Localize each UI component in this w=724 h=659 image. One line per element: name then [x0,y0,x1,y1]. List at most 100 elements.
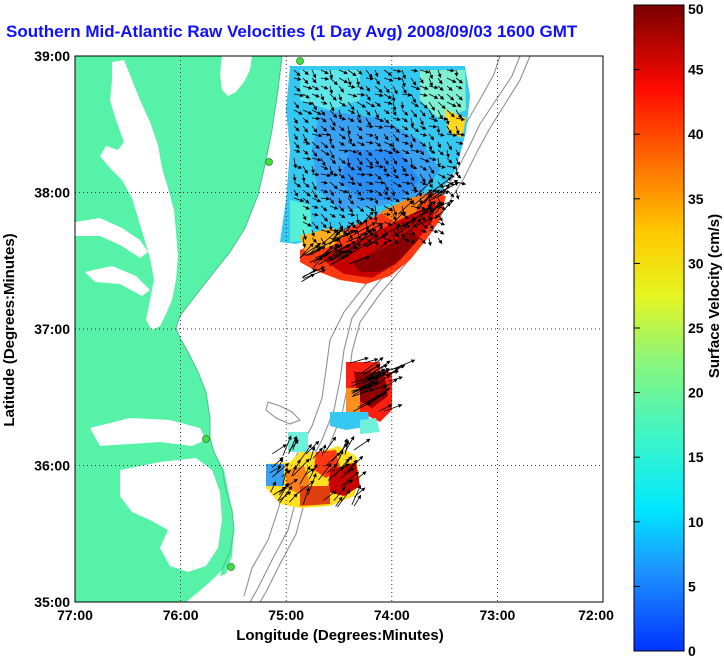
velocity-arrow [383,101,393,105]
velocity-arrow [338,77,349,84]
velocity-arrow [320,132,331,137]
velocity-arrow [410,101,419,108]
y-tick-label: 39:00 [34,48,70,64]
velocity-arrow [329,165,334,176]
velocity-arrow [437,229,445,235]
velocity-arrow [302,213,307,221]
velocity-arrow [347,181,357,186]
velocity-arrow [293,69,301,77]
velocity-arrow [355,213,360,225]
velocity-arrow [329,69,334,80]
velocity-arrow [437,77,443,85]
velocity-arrow [385,226,400,234]
velocity-arrow [365,189,374,193]
velocity-arrow [302,237,307,249]
velocity-arrow [292,437,298,451]
velocity-arrow [419,117,424,126]
velocity-arrow [365,157,374,166]
velocity-arrow [392,133,400,142]
velocity-arrow [416,215,440,227]
velocity-arrow [374,77,380,85]
velocity-arrow [305,468,315,476]
velocity-arrow [338,149,349,153]
velocity-arrow [353,494,362,507]
velocity-arrow [419,229,428,234]
velocity-arrow [281,470,291,477]
velocity-arrow [320,157,326,167]
velocity-arrow [392,229,400,238]
velocity-arrow [320,229,332,234]
velocity-arrow [365,101,376,108]
velocity-arrow [374,117,385,122]
velocity-arrow [347,255,371,265]
velocity-arrow [354,232,374,246]
velocity-arrow [400,101,405,110]
velocity-arrow [373,213,378,222]
velocity-arrow [356,149,362,156]
x-tick-label: 73:00 [479,607,515,623]
velocity-arrow [374,237,379,247]
station-marker [227,563,235,571]
velocity-arrow [410,125,420,133]
velocity-arrow [356,220,364,225]
velocity-arrow [333,458,350,477]
velocity-arrow [363,357,379,364]
velocity-arrow [329,149,335,160]
velocity-arrow [311,237,317,243]
velocity-arrow [320,149,330,156]
velocity-arrow [356,181,363,187]
velocity-arrow [293,76,302,81]
velocity-arrow [419,132,428,137]
velocity-arrow [307,473,317,496]
velocity-arrow [329,85,334,95]
velocity-arrow [299,443,312,462]
velocity-arrow [428,221,434,230]
velocity-arrow [392,197,400,203]
velocity-arrow [401,157,409,162]
velocity-arrow [292,458,310,477]
velocity-arrow [347,77,352,86]
velocity-arrow [358,380,374,389]
velocity-arrow [311,69,317,79]
velocity-arrow [329,93,337,101]
velocity-arrow [455,101,462,108]
velocity-arrow [432,188,447,199]
velocity-arrow [428,101,435,111]
velocity-arrow [338,109,343,119]
velocity-arrow [329,157,337,165]
rappahannock-river [85,266,150,296]
velocity-arrow [428,141,433,151]
velocity-arrow [419,173,426,183]
velocity-arrow [455,149,460,157]
velocity-arrow [347,117,355,122]
velocity-arrow [401,133,409,138]
velocity-arrow [419,125,427,130]
velocity-arrow [365,164,375,169]
velocity-arrow [276,457,284,474]
velocity-arrow [302,197,310,204]
velocity-arrow [329,205,339,210]
velocity-arrow [401,229,405,239]
velocity-arrow [311,85,320,91]
velocity-arrow [344,439,350,455]
velocity-arrow [437,69,442,79]
velocity-arrow [343,459,358,475]
velocity-arrow [311,149,318,157]
velocity-arrow [318,256,333,265]
velocity-arrow [436,157,441,168]
velocity-arrow [356,109,361,119]
velocity-arrow [301,242,314,256]
velocity-arrow [320,213,328,222]
velocity-arrow [331,254,350,265]
station-marker [265,158,273,166]
velocity-arrow [383,189,388,196]
velocity-arrow [311,109,322,115]
velocity-arrow [383,157,389,165]
velocity-arrow [347,141,357,147]
velocity-arrow [356,157,363,166]
velocity-arrow [385,364,406,377]
velocity-arrow [383,117,390,124]
velocity-arrow [347,243,368,257]
velocity-arrow [374,197,379,205]
